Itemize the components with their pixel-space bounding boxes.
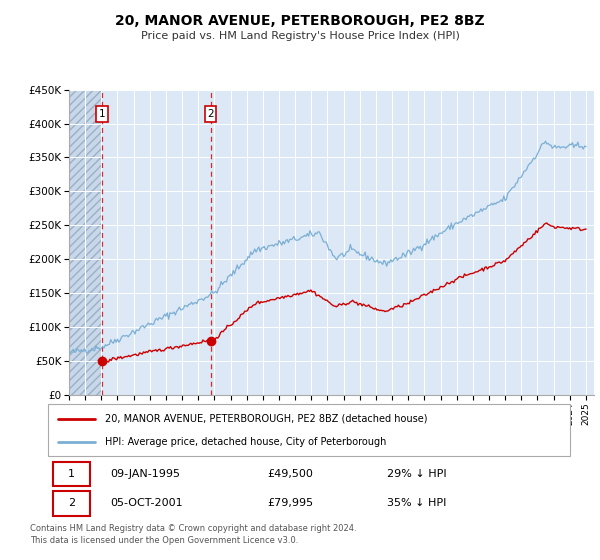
Text: 20, MANOR AVENUE, PETERBOROUGH, PE2 8BZ: 20, MANOR AVENUE, PETERBOROUGH, PE2 8BZ [115, 14, 485, 28]
Bar [53, 491, 90, 516]
Bar [69, 90, 102, 395]
Bar [53, 461, 90, 486]
Text: 2: 2 [207, 109, 214, 119]
Text: 29% ↓ HPI: 29% ↓ HPI [388, 469, 447, 479]
Text: £79,995: £79,995 [267, 498, 313, 508]
Text: 1: 1 [68, 469, 75, 479]
Text: 05-OCT-2001: 05-OCT-2001 [110, 498, 183, 508]
Text: Contains HM Land Registry data © Crown copyright and database right 2024.: Contains HM Land Registry data © Crown c… [30, 524, 356, 533]
Bar [102, 90, 211, 395]
Text: 1: 1 [98, 109, 105, 119]
Text: £49,500: £49,500 [267, 469, 313, 479]
Text: 20, MANOR AVENUE, PETERBOROUGH, PE2 8BZ (detached house): 20, MANOR AVENUE, PETERBOROUGH, PE2 8BZ … [106, 414, 428, 424]
Text: 35% ↓ HPI: 35% ↓ HPI [388, 498, 446, 508]
Text: 2: 2 [68, 498, 75, 508]
Text: HPI: Average price, detached house, City of Peterborough: HPI: Average price, detached house, City… [106, 437, 387, 447]
Text: 09-JAN-1995: 09-JAN-1995 [110, 469, 181, 479]
Text: Price paid vs. HM Land Registry's House Price Index (HPI): Price paid vs. HM Land Registry's House … [140, 31, 460, 41]
Text: This data is licensed under the Open Government Licence v3.0.: This data is licensed under the Open Gov… [30, 536, 298, 545]
